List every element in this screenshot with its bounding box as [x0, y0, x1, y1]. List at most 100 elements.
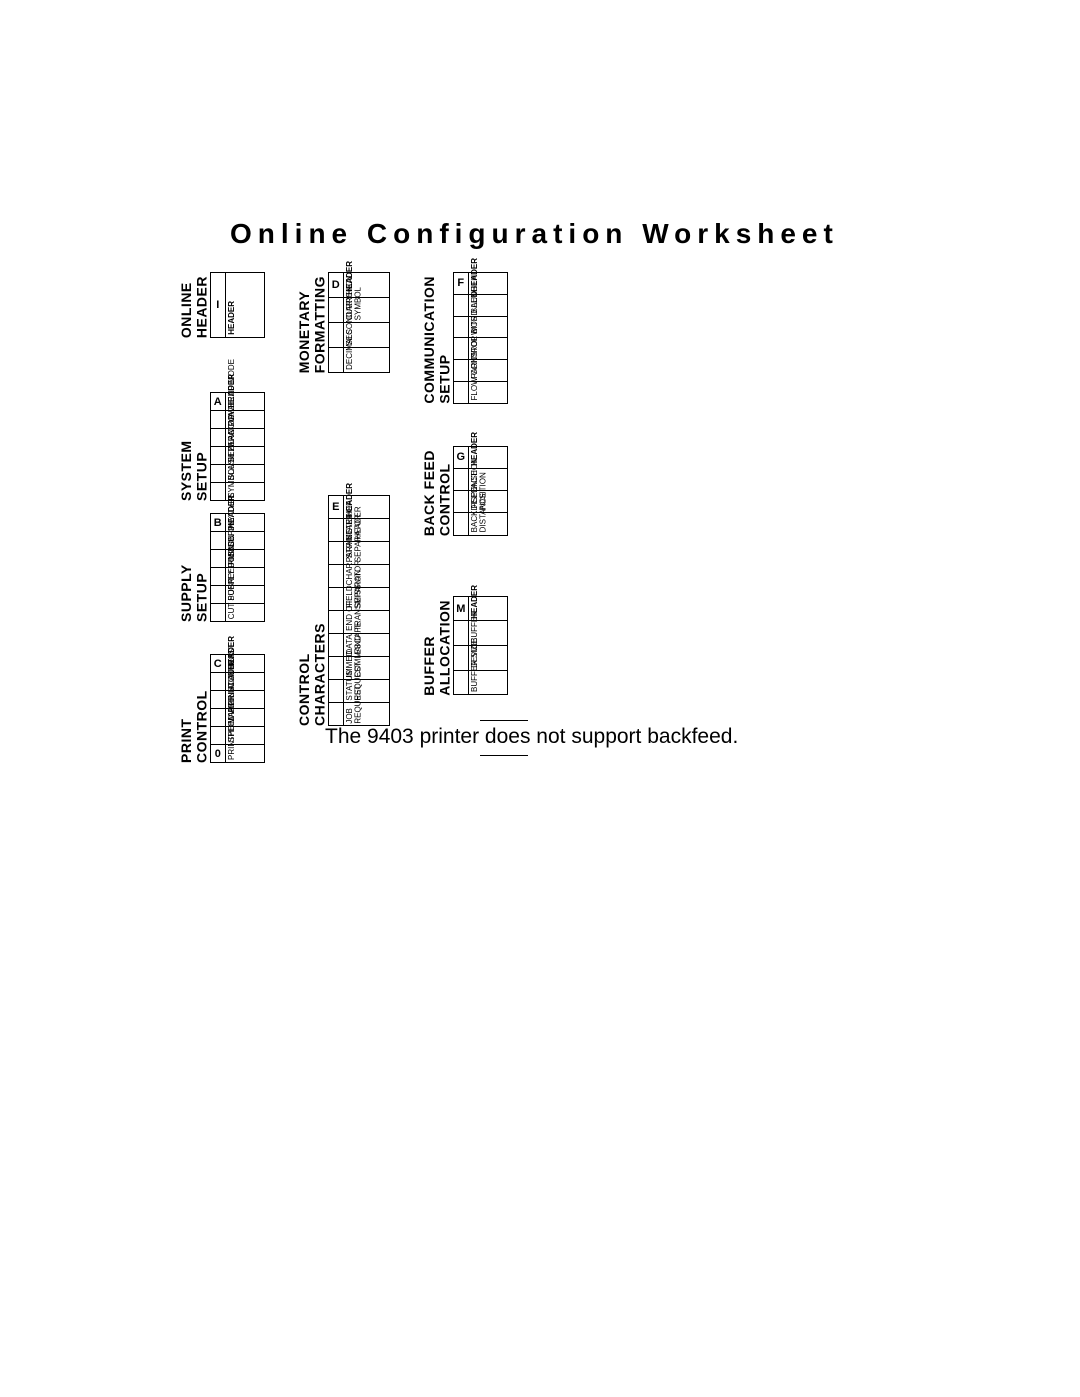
row-spacer: [175, 350, 265, 392]
table-row: DEVICE: [453, 646, 507, 671]
label-cell: CUT POSN: [225, 604, 264, 622]
table-row: SUPPLY POSN: [210, 586, 264, 604]
block: PRINT CONTROLCHEADERCONTRASTPRINT ADJUST…: [175, 654, 265, 763]
code-cell: [453, 360, 468, 382]
table-row: PRINT ADJUST: [210, 691, 264, 709]
page: Online Configuration Worksheet ONLINE HE…: [0, 0, 1080, 1397]
worksheet-columns: ONLINE HEADERIHEADERSYSTEM SETUPAHEADERP…: [175, 272, 805, 775]
column-mid: MONETARY FORMATTINGDHEADERCURRENCY SYMBO…: [293, 272, 390, 775]
block-table: CHEADERCONTRASTPRINT ADJUSTMARGIN ADJUST…: [210, 654, 265, 763]
label-cell: BUFFER SIZE: [468, 670, 507, 695]
table-row: FLOW CONTROL: [453, 381, 507, 403]
code-cell: [328, 634, 343, 657]
block-title: SYSTEM SETUP: [175, 392, 210, 501]
code-cell: M: [453, 596, 468, 621]
row-label: HEADER: [228, 301, 236, 335]
code-cell: [328, 348, 343, 373]
table-row: FEED MODE: [210, 568, 264, 586]
block-table: BHEADERSUPPLY TYPERIBBON ONFEED MODESUPP…: [210, 513, 265, 622]
table-row: SEPARATOR: [210, 447, 264, 465]
table-row: 0PRINTHD WIDTH: [210, 745, 264, 763]
code-cell: [453, 468, 468, 490]
block: MONETARY FORMATTINGDHEADERCURRENCY SYMBO…: [293, 272, 390, 373]
code-cell: [210, 483, 225, 501]
code-cell: A: [210, 393, 225, 411]
row-label: BUFFER SIZE: [471, 640, 479, 692]
code-cell: D: [328, 273, 343, 298]
block-title: CONTROL CHARACTERS: [293, 495, 328, 726]
row-spacer: [418, 548, 508, 596]
table-row: LANGUAGE: [210, 429, 264, 447]
label-cell: BACK FEED DISTANCE: [468, 513, 507, 535]
code-cell: [453, 621, 468, 646]
row-label: CUT POSN: [228, 578, 236, 619]
label-cell: HEADER: [225, 273, 264, 338]
block: BACK FEED CONTROLGHEADERACTIONDISPENSE P…: [418, 446, 508, 536]
code-cell: [210, 586, 225, 604]
block-table: IHEADER: [210, 272, 265, 338]
table-row: CONTRAST: [210, 673, 264, 691]
row-label: FLOW CONTROL: [471, 336, 479, 400]
label-cell: JOB REQUEST: [343, 703, 389, 726]
table-row: RIBBON ON: [210, 550, 264, 568]
code-cell: B: [210, 514, 225, 532]
code-cell: [210, 429, 225, 447]
block-title: SUPPLY SETUP: [175, 513, 210, 622]
code-cell: F: [453, 273, 468, 295]
table-row: SYMBOL SET: [210, 483, 264, 501]
code-cell: [328, 680, 343, 703]
code-cell: [210, 550, 225, 568]
table-row: BHEADER: [210, 514, 264, 532]
code-cell: G: [453, 446, 468, 468]
footnote-dash-bottom: [480, 755, 528, 756]
block-table: EHEADERSTART OF HEADERPARAMETER SEPARATO…: [328, 495, 390, 726]
table-row: FHEADER: [453, 273, 507, 295]
block-title: COMMUNICATION SETUP: [418, 272, 453, 404]
code-cell: [210, 465, 225, 483]
column-right: COMMUNICATION SETUPFHEADERBAUDWORD LENGT…: [418, 272, 508, 775]
code-cell: [453, 646, 468, 671]
table-row: SLASH ZERO: [210, 465, 264, 483]
code-cell: C: [210, 655, 225, 673]
code-cell: [328, 588, 343, 611]
block-title: BACK FEED CONTROL: [418, 446, 453, 536]
label-cell: FLOW CONTROL: [468, 381, 507, 403]
block-table: GHEADERACTIONDISPENSE POSITIONBACK FEED …: [453, 446, 508, 536]
table-row: JOB REQUEST: [328, 703, 389, 726]
table-row: CURRENCY SYMBOL: [328, 298, 389, 323]
table-row: BACK FEED DISTANCE: [453, 513, 507, 535]
row-label: PRINTHD WIDTH: [228, 696, 236, 760]
code-cell: [210, 709, 225, 727]
code-cell: [453, 513, 468, 535]
code-cell: [210, 447, 225, 465]
code-cell: [453, 294, 468, 316]
table-row: POWERUP MODE: [210, 411, 264, 429]
row-spacer: [418, 416, 508, 446]
table-row: AHEADER: [210, 393, 264, 411]
table-row: BUFFER: [453, 621, 507, 646]
block-title: BUFFER ALLOCATION: [418, 596, 453, 696]
table-row: GHEADER: [453, 446, 507, 468]
block: SUPPLY SETUPBHEADERSUPPLY TYPERIBBON ONF…: [175, 513, 265, 622]
column-left: ONLINE HEADERIHEADERSYSTEM SETUPAHEADERP…: [175, 272, 265, 775]
row-label: JOB REQUEST: [346, 685, 363, 724]
code-cell: [210, 568, 225, 586]
table-row: PARITY: [453, 360, 507, 382]
block: BUFFER ALLOCATIONMHEADERBUFFERDEVICEBUFF…: [418, 596, 508, 696]
code-cell: [328, 703, 343, 726]
code-cell: [328, 657, 343, 680]
block-table: AHEADERPOWERUP MODELANGUAGESEPARATORSLAS…: [210, 392, 265, 501]
table-row: STOP BITS: [453, 338, 507, 360]
block: CONTROL CHARACTERSEHEADERSTART OF HEADER…: [293, 495, 390, 726]
block: SYSTEM SETUPAHEADERPOWERUP MODELANGUAGES…: [175, 392, 265, 501]
label-cell: DECIMALS: [343, 348, 389, 373]
code-cell: 0: [210, 745, 225, 763]
table-row: IHEADER: [210, 273, 264, 338]
footnote-text: The 9403 printer does not support backfe…: [325, 725, 738, 749]
block-table: MHEADERBUFFERDEVICEBUFFER SIZE: [453, 596, 508, 696]
code-cell: [453, 338, 468, 360]
code-cell: E: [328, 496, 343, 519]
code-cell: [210, 673, 225, 691]
table-row: DECIMALS: [328, 348, 389, 373]
block-table: FHEADERBAUDWORD LENGTHSTOP BITSPARITYFLO…: [453, 272, 508, 404]
